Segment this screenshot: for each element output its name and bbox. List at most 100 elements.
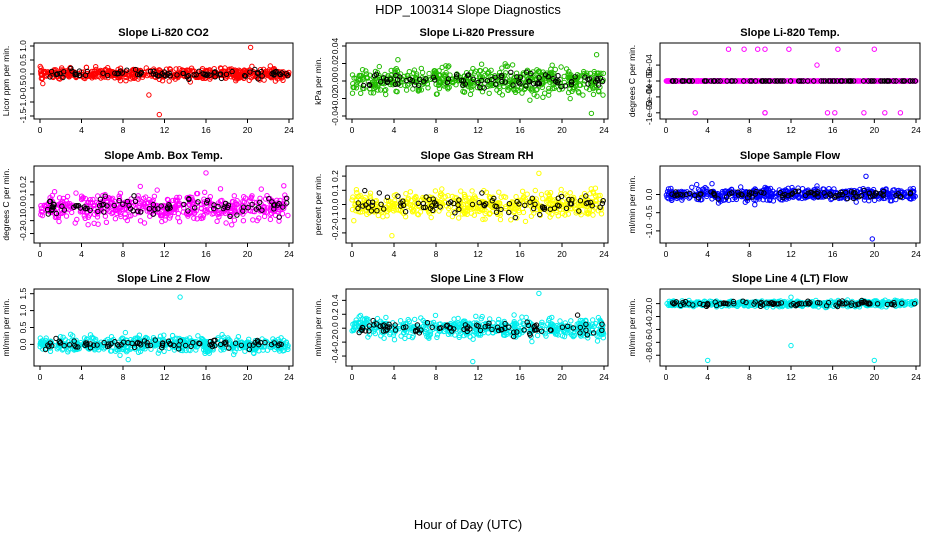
y-axis-label: ml/min per min. (313, 298, 323, 356)
data-point (223, 220, 229, 226)
outlier-point (871, 46, 877, 52)
data-point (350, 194, 356, 200)
data-point (511, 75, 517, 81)
x-tick-label: 24 (599, 125, 609, 135)
x-tick-label: 12 (786, 249, 796, 259)
data-point (110, 71, 117, 77)
data-point (117, 65, 124, 71)
black-point (116, 70, 122, 77)
data-point (600, 70, 607, 77)
data-point (552, 66, 558, 73)
data-point (383, 91, 389, 98)
data-point (231, 217, 238, 223)
y-tick-label: 0.2 (330, 308, 340, 320)
data-point (532, 187, 538, 194)
x-tick-label: 8 (434, 249, 439, 259)
data-point (356, 72, 362, 79)
outlier-point (832, 110, 838, 116)
data-point (402, 335, 408, 342)
data-point (428, 214, 434, 221)
black-point (392, 81, 399, 88)
outlier-point (692, 110, 698, 116)
black-point (241, 72, 248, 79)
y-tick-label: -0.2 (330, 335, 340, 350)
y-tick-label: -0.2 (330, 225, 340, 240)
x-tick-label: 4 (392, 125, 397, 135)
data-point (591, 84, 598, 91)
data-point (223, 72, 229, 78)
black-point (156, 73, 163, 79)
y-tick-label: 0.00 (330, 72, 340, 89)
data-point (468, 84, 474, 90)
x-tick-label: 12 (473, 125, 483, 135)
black-point (255, 76, 261, 82)
black-point (269, 71, 275, 77)
black-point (376, 190, 382, 196)
black-point (82, 72, 89, 78)
x-tick-label: 16 (828, 249, 838, 259)
data-point (266, 67, 273, 73)
data-point (107, 72, 114, 79)
data-point (64, 193, 71, 200)
black-point (185, 73, 192, 79)
data-point (591, 68, 597, 75)
outlier-point (824, 110, 831, 116)
outlier-point (146, 92, 152, 98)
data-point (445, 64, 451, 70)
x-tick-label: 16 (515, 372, 525, 382)
x-tick-label: 12 (786, 125, 796, 135)
data-point (224, 73, 230, 80)
data-point (60, 71, 66, 78)
x-tick-label: 24 (911, 125, 921, 135)
data-point (351, 218, 357, 224)
panel-title: Slope Line 3 Flow (431, 273, 524, 285)
data-point (432, 312, 439, 319)
data-point (397, 71, 404, 77)
data-point (469, 188, 475, 194)
x-tick-label: 8 (121, 125, 126, 135)
data-point (43, 70, 49, 76)
y-tick-label: 0.0 (644, 188, 654, 200)
black-point (180, 70, 187, 77)
y-axis-label: percent per min. (313, 174, 323, 235)
outlier-point (786, 46, 792, 52)
black-point (229, 68, 235, 75)
plot-frame (33, 42, 294, 120)
y-tick-label: 0.5 (18, 54, 28, 66)
data-point (184, 68, 191, 74)
data-point (520, 70, 526, 76)
data-point (123, 78, 129, 84)
data-point (363, 68, 369, 74)
data-point (473, 313, 479, 319)
data-point (529, 338, 535, 345)
black-point (202, 71, 208, 77)
data-point (236, 67, 242, 73)
data-point (375, 212, 381, 219)
y-tick-label: 0.5 (18, 321, 28, 333)
data-point (381, 335, 387, 341)
data-point (73, 190, 79, 196)
data-point (511, 312, 517, 318)
black-point (203, 72, 210, 79)
data-point (217, 186, 224, 192)
outlier-point (755, 46, 761, 52)
x-tick-label: 0 (664, 249, 669, 259)
data-point (122, 329, 129, 336)
x-tick-label: 20 (870, 125, 880, 135)
x-tick-label: 24 (599, 372, 609, 382)
data-point (548, 66, 554, 72)
y-tick-label: -1.5 (18, 108, 28, 123)
black-point (138, 70, 144, 77)
panel-title: Slope Li-820 Pressure (420, 27, 535, 39)
x-tick-label: 12 (160, 372, 170, 382)
outlier-point (725, 46, 732, 52)
data-point (436, 80, 442, 86)
data-point (580, 92, 586, 98)
outlier-point (281, 183, 287, 189)
data-point (527, 97, 533, 103)
data-point (231, 351, 237, 358)
x-tick-label: 4 (79, 249, 84, 259)
data-point (383, 314, 389, 321)
data-point (359, 67, 366, 73)
